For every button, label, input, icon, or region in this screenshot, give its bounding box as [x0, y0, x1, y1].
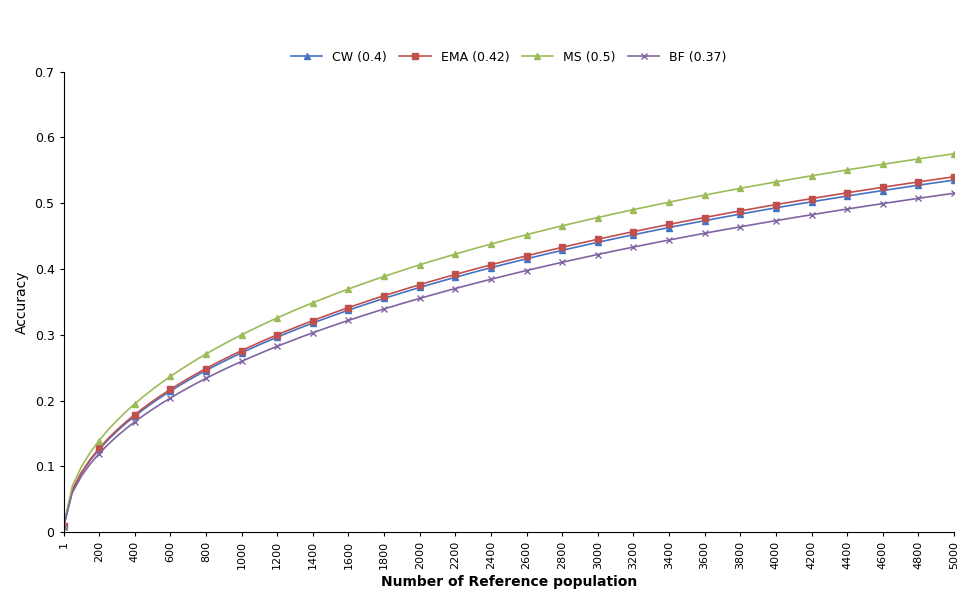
EMA (0.42)	[592, 236, 604, 243]
MS (0.5)	[681, 195, 693, 202]
CW (0.4)	[281, 330, 292, 337]
MS (0.5)	[726, 187, 737, 194]
MS (0.5)	[120, 408, 131, 416]
MS (0.5)	[57, 522, 69, 529]
MS (0.5)	[468, 245, 479, 252]
CW (0.4)	[681, 220, 693, 228]
Line: CW (0.4): CW (0.4)	[60, 178, 956, 529]
BF (0.37)	[592, 251, 604, 258]
EMA (0.42)	[281, 327, 292, 335]
MS (0.5)	[948, 150, 959, 158]
CW (0.4)	[592, 239, 604, 246]
MS (0.5)	[281, 310, 292, 318]
Line: EMA (0.42): EMA (0.42)	[60, 174, 956, 529]
BF (0.37)	[681, 233, 693, 240]
BF (0.37)	[948, 190, 959, 197]
CW (0.4)	[120, 420, 131, 427]
X-axis label: Number of Reference population: Number of Reference population	[381, 575, 637, 589]
CW (0.4)	[726, 212, 737, 219]
EMA (0.42)	[57, 522, 69, 530]
EMA (0.42)	[681, 217, 693, 225]
CW (0.4)	[57, 522, 69, 530]
CW (0.4)	[468, 269, 479, 276]
CW (0.4)	[948, 176, 959, 184]
BF (0.37)	[57, 523, 69, 530]
EMA (0.42)	[948, 173, 959, 181]
MS (0.5)	[592, 214, 604, 221]
EMA (0.42)	[468, 266, 479, 273]
BF (0.37)	[726, 225, 737, 232]
Y-axis label: Accuracy: Accuracy	[15, 270, 29, 333]
EMA (0.42)	[726, 209, 737, 216]
EMA (0.42)	[120, 419, 131, 426]
Line: MS (0.5): MS (0.5)	[60, 151, 956, 528]
BF (0.37)	[281, 339, 292, 347]
BF (0.37)	[468, 280, 479, 288]
Legend: CW (0.4), EMA (0.42), MS (0.5), BF (0.37): CW (0.4), EMA (0.42), MS (0.5), BF (0.37…	[286, 45, 731, 68]
BF (0.37)	[120, 425, 131, 432]
Line: BF (0.37): BF (0.37)	[60, 190, 956, 529]
